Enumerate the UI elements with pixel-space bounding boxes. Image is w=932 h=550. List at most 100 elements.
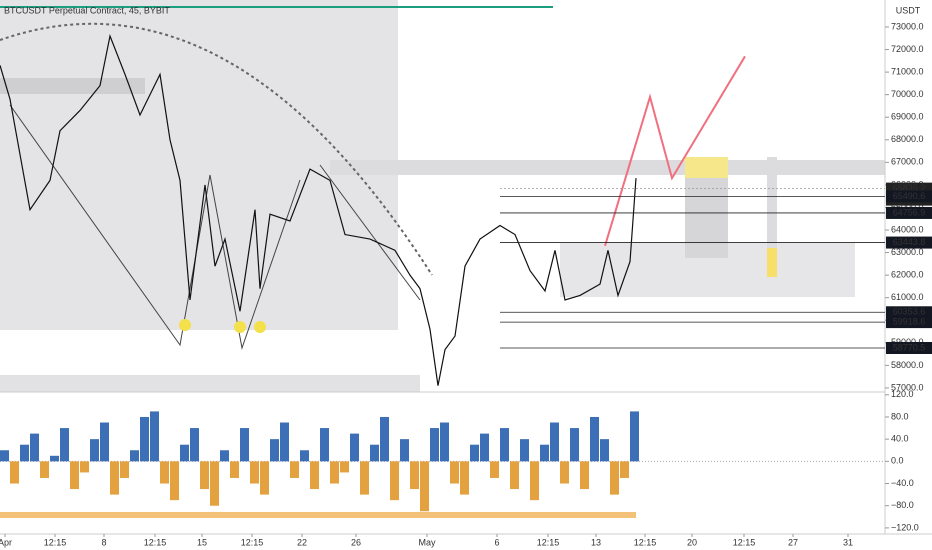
- bar: [380, 416, 389, 462]
- bar: [350, 433, 359, 462]
- price-label: 65835.2: [893, 183, 926, 193]
- projection-line: [604, 55, 746, 247]
- y-tick-label: 62000.0: [891, 270, 924, 280]
- bar: [360, 461, 369, 495]
- y-tick-label: 69000.0: [891, 112, 924, 122]
- bar: [170, 461, 179, 501]
- y-tick-label: 40.0: [891, 434, 909, 444]
- bar: [80, 461, 89, 473]
- price-label: 63443.8: [893, 237, 926, 247]
- bar: [370, 444, 379, 462]
- zone: [767, 157, 777, 248]
- bar: [620, 461, 629, 478]
- bar: [270, 439, 279, 462]
- y-tick-label: 63000.0: [891, 247, 924, 257]
- bar: [600, 439, 609, 462]
- bar: [450, 461, 459, 484]
- bar: [610, 461, 619, 495]
- x-tick-label: 12:15: [733, 537, 756, 547]
- y-tick-label: 57000.0: [891, 382, 924, 392]
- bar: [630, 411, 639, 462]
- bar: [490, 461, 499, 478]
- y-tick-label: −40.0: [891, 478, 914, 488]
- bar: [150, 411, 159, 462]
- bar: [400, 439, 409, 462]
- bar: [180, 444, 189, 462]
- pattern-line: [9, 104, 421, 350]
- zone: [685, 178, 728, 258]
- bar: [280, 422, 289, 462]
- bar: [420, 461, 429, 512]
- bar: [210, 461, 219, 506]
- bar: [260, 461, 269, 495]
- marker: [254, 321, 266, 333]
- x-tick-label: 26: [351, 537, 361, 547]
- x-tick-label: 12:15: [537, 537, 560, 547]
- bar: [580, 461, 589, 490]
- y-tick-label: −120.0: [891, 522, 919, 532]
- bar: [480, 433, 489, 462]
- currency: USDT: [896, 5, 921, 15]
- bar: [50, 455, 59, 462]
- bar: [500, 428, 509, 462]
- price-label-bg: [886, 190, 932, 203]
- bar: [520, 439, 529, 462]
- bar: [60, 428, 69, 462]
- y-tick-label: 64000.0: [891, 224, 924, 234]
- y-tick-label: 73000.0: [891, 21, 924, 31]
- y-tick-label: −80.0: [891, 500, 914, 510]
- bar: [30, 433, 39, 462]
- price-label: 64756.9: [893, 207, 926, 217]
- price-label-bg: [886, 206, 932, 219]
- price-line: [0, 33, 637, 386]
- strip: [0, 512, 636, 518]
- marker: [234, 321, 246, 333]
- bar: [440, 422, 449, 462]
- price-label: 60353.6: [893, 307, 926, 317]
- y-tick-label: 0.0: [891, 456, 904, 466]
- y-tick-label: 61000.0: [891, 292, 924, 302]
- y-tick-label: 72000.0: [891, 44, 924, 54]
- x-tick-label: 27: [788, 537, 798, 547]
- bar: [340, 461, 349, 473]
- bar: [190, 428, 199, 462]
- bar: [70, 461, 79, 490]
- bar: [430, 428, 439, 462]
- bar: [20, 444, 29, 462]
- bar: [540, 444, 549, 462]
- arc: [0, 22, 433, 276]
- y-tick-label: 71000.0: [891, 66, 924, 76]
- zone: [0, 375, 420, 392]
- bar: [140, 416, 149, 462]
- bar: [550, 422, 559, 462]
- y-tick-label: 80.0: [891, 411, 909, 421]
- x-tick-label: 12:15: [44, 537, 67, 547]
- bar: [40, 461, 49, 478]
- price-label: 65490.6: [893, 191, 926, 201]
- x-tick-label: 8: [101, 537, 106, 547]
- x-tick-label: 6: [494, 537, 499, 547]
- bar: [200, 461, 209, 490]
- bar: [230, 461, 239, 478]
- y-tick-label: 68000.0: [891, 134, 924, 144]
- price-label: 58770.5: [893, 342, 926, 352]
- y-tick-label: 58000.0: [891, 360, 924, 370]
- x-tick-label: 13: [591, 537, 601, 547]
- bar: [560, 461, 569, 484]
- price-label-bg: [886, 306, 932, 319]
- bar: [300, 450, 309, 462]
- bar: [220, 450, 229, 462]
- bar: [250, 461, 259, 484]
- price-label-bg: [886, 316, 932, 329]
- x-tick-label: May: [418, 537, 436, 547]
- x-tick-label: 22: [297, 537, 307, 547]
- zone: [0, 78, 145, 94]
- zone: [330, 160, 885, 175]
- bar: [330, 461, 339, 484]
- price-label-bg: [886, 236, 932, 249]
- bar: [510, 461, 519, 490]
- bar: [530, 461, 539, 501]
- bar: [570, 428, 579, 462]
